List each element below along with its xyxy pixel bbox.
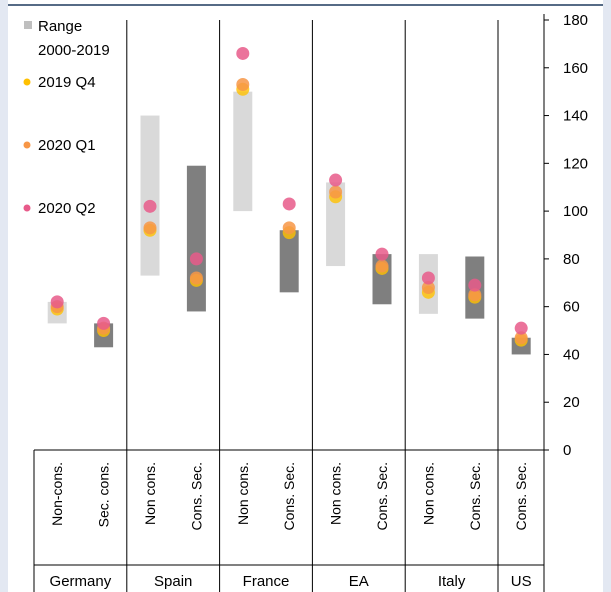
group-label: France <box>243 573 290 590</box>
legend-range-label: Range <box>38 18 82 35</box>
dot-2020-q1 <box>375 259 389 273</box>
range-bar <box>233 91 253 212</box>
category-label: Cons. Sec. <box>188 462 204 530</box>
y-tick-label: 180 <box>563 12 588 29</box>
legend-label-2019-q4: 2019 Q4 <box>38 74 96 91</box>
category-label: Non-cons. <box>49 462 65 526</box>
category-label: Cons. Sec. <box>374 462 390 530</box>
y-tick-label: 80 <box>563 251 580 268</box>
dot-2020-q2 <box>143 199 157 213</box>
category-label: Sec. cons. <box>96 462 112 527</box>
group-label: Germany <box>50 573 112 590</box>
y-tick-label: 100 <box>563 203 588 220</box>
dot-2020-q2 <box>468 278 482 292</box>
dot-2020-q2 <box>329 173 343 187</box>
category-label: Cons. Sec. <box>467 462 483 530</box>
dot-2020-q2 <box>514 321 528 335</box>
category-label: Non cons. <box>235 462 251 525</box>
group-label: EA <box>349 573 369 590</box>
y-tick-label: 140 <box>563 108 588 125</box>
category-label: Non cons. <box>328 462 344 525</box>
legend-swatch-2020-q1 <box>23 141 31 149</box>
category-label: Cons. Sec. <box>513 462 529 530</box>
y-tick-label: 0 <box>563 442 571 459</box>
dot-2020-q1 <box>189 271 203 285</box>
legend-swatch-2020-q2 <box>23 204 31 212</box>
legend-label-2020-q2: 2020 Q2 <box>38 200 96 217</box>
dot-2020-q1 <box>514 331 528 345</box>
legend-label-2020-q1: 2020 Q1 <box>38 137 96 154</box>
y-tick-label: 160 <box>563 60 588 77</box>
left-edge-band <box>0 0 8 592</box>
dot-2020-q2 <box>189 252 203 266</box>
dot-2020-q1 <box>329 185 343 199</box>
right-edge-band <box>603 0 611 592</box>
dot-2020-q2 <box>97 316 111 330</box>
range-bar <box>186 165 206 312</box>
dot-2020-q1 <box>468 288 482 302</box>
dot-2020-q1 <box>421 281 435 295</box>
group-label: Spain <box>154 573 192 590</box>
range-bar <box>326 182 346 267</box>
y-tick-label: 20 <box>563 394 580 411</box>
category-label: Non cons. <box>420 462 436 525</box>
dot-2020-q1 <box>236 78 250 91</box>
dot-2020-q1 <box>143 221 157 235</box>
group-label: Italy <box>438 573 466 590</box>
range-bar <box>140 115 160 276</box>
y-tick-label: 40 <box>563 346 580 363</box>
legend-range-label-2: 2000-2019 <box>38 42 110 59</box>
category-label: Non cons. <box>142 462 158 525</box>
legend-range-swatch <box>24 21 32 29</box>
dot-2020-q2 <box>50 295 64 309</box>
y-tick-label: 120 <box>563 155 588 172</box>
dot-2020-q2 <box>375 247 389 261</box>
dot-2020-q2 <box>282 197 296 211</box>
dot-2020-q2 <box>236 46 250 60</box>
category-label: Cons. Sec. <box>281 462 297 530</box>
range-bar <box>279 230 299 293</box>
y-tick-label: 60 <box>563 299 580 316</box>
dot-2020-q2 <box>421 271 435 285</box>
dot-2020-q1 <box>282 221 296 235</box>
legend-swatch-2019-q4 <box>23 78 31 86</box>
group-label: US <box>511 573 532 590</box>
